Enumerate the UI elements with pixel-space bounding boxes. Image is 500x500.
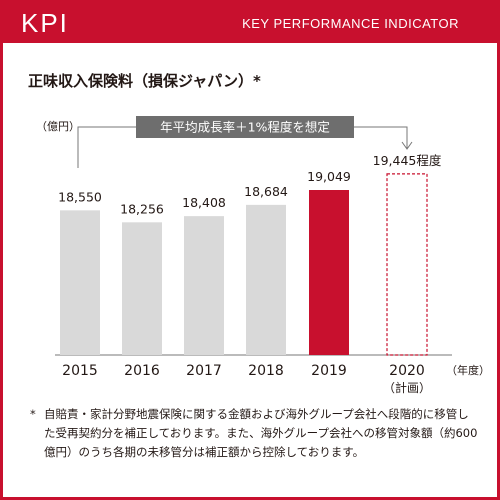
annotation-text: 年平均成長率＋1%程度を想定 bbox=[160, 120, 330, 135]
bar-2019 bbox=[309, 190, 349, 355]
data-label-2019: 19,049 bbox=[307, 169, 351, 184]
bar-2018 bbox=[246, 204, 286, 355]
x-axis-unit: （年度） bbox=[446, 363, 490, 377]
data-label-2017: 18,408 bbox=[182, 195, 226, 210]
data-label-2018: 18,684 bbox=[244, 184, 288, 199]
annotation-box bbox=[136, 116, 354, 138]
bar-2020 bbox=[386, 173, 428, 356]
data-label-2016: 18,256 bbox=[120, 201, 164, 216]
kpi-label: KPI bbox=[21, 8, 69, 38]
tick-label-2017: 2017 bbox=[186, 363, 222, 379]
tick-label-2015: 2015 bbox=[62, 363, 98, 379]
y-axis-unit: （億円） bbox=[36, 120, 80, 133]
chart-title: 正味収入保険料（損保ジャパン）* bbox=[28, 72, 261, 90]
bar-2016 bbox=[122, 222, 162, 355]
bar-2015 bbox=[60, 210, 100, 355]
footnote-mark: * bbox=[30, 407, 36, 421]
data-label-2015: 18,550 bbox=[58, 189, 102, 204]
header-bar: KPI KEY PERFORMANCE INDICATOR bbox=[3, 3, 497, 43]
header-subtitle: KEY PERFORMANCE INDICATOR bbox=[242, 16, 459, 31]
tick-label-2019: 2019 bbox=[311, 363, 347, 379]
bar-2017 bbox=[184, 216, 224, 355]
data-label-2020: 19,445程度 bbox=[373, 153, 442, 168]
annotation-arrowhead bbox=[401, 141, 413, 150]
footnote-text: 自賠責・家計分野地震保険に関する金額および海外グループ会社へ段階的に移管した受再… bbox=[44, 407, 478, 459]
tick-label-2020: 2020 bbox=[389, 363, 425, 379]
footnote: * 自賠責・家計分野地震保険に関する金額および海外グループ会社へ段階的に移管した… bbox=[30, 405, 478, 462]
tick-label-2018: 2018 bbox=[248, 363, 284, 379]
tick-label-2016: 2016 bbox=[124, 363, 160, 379]
tick-sublabel-2020: （計画） bbox=[383, 380, 431, 395]
